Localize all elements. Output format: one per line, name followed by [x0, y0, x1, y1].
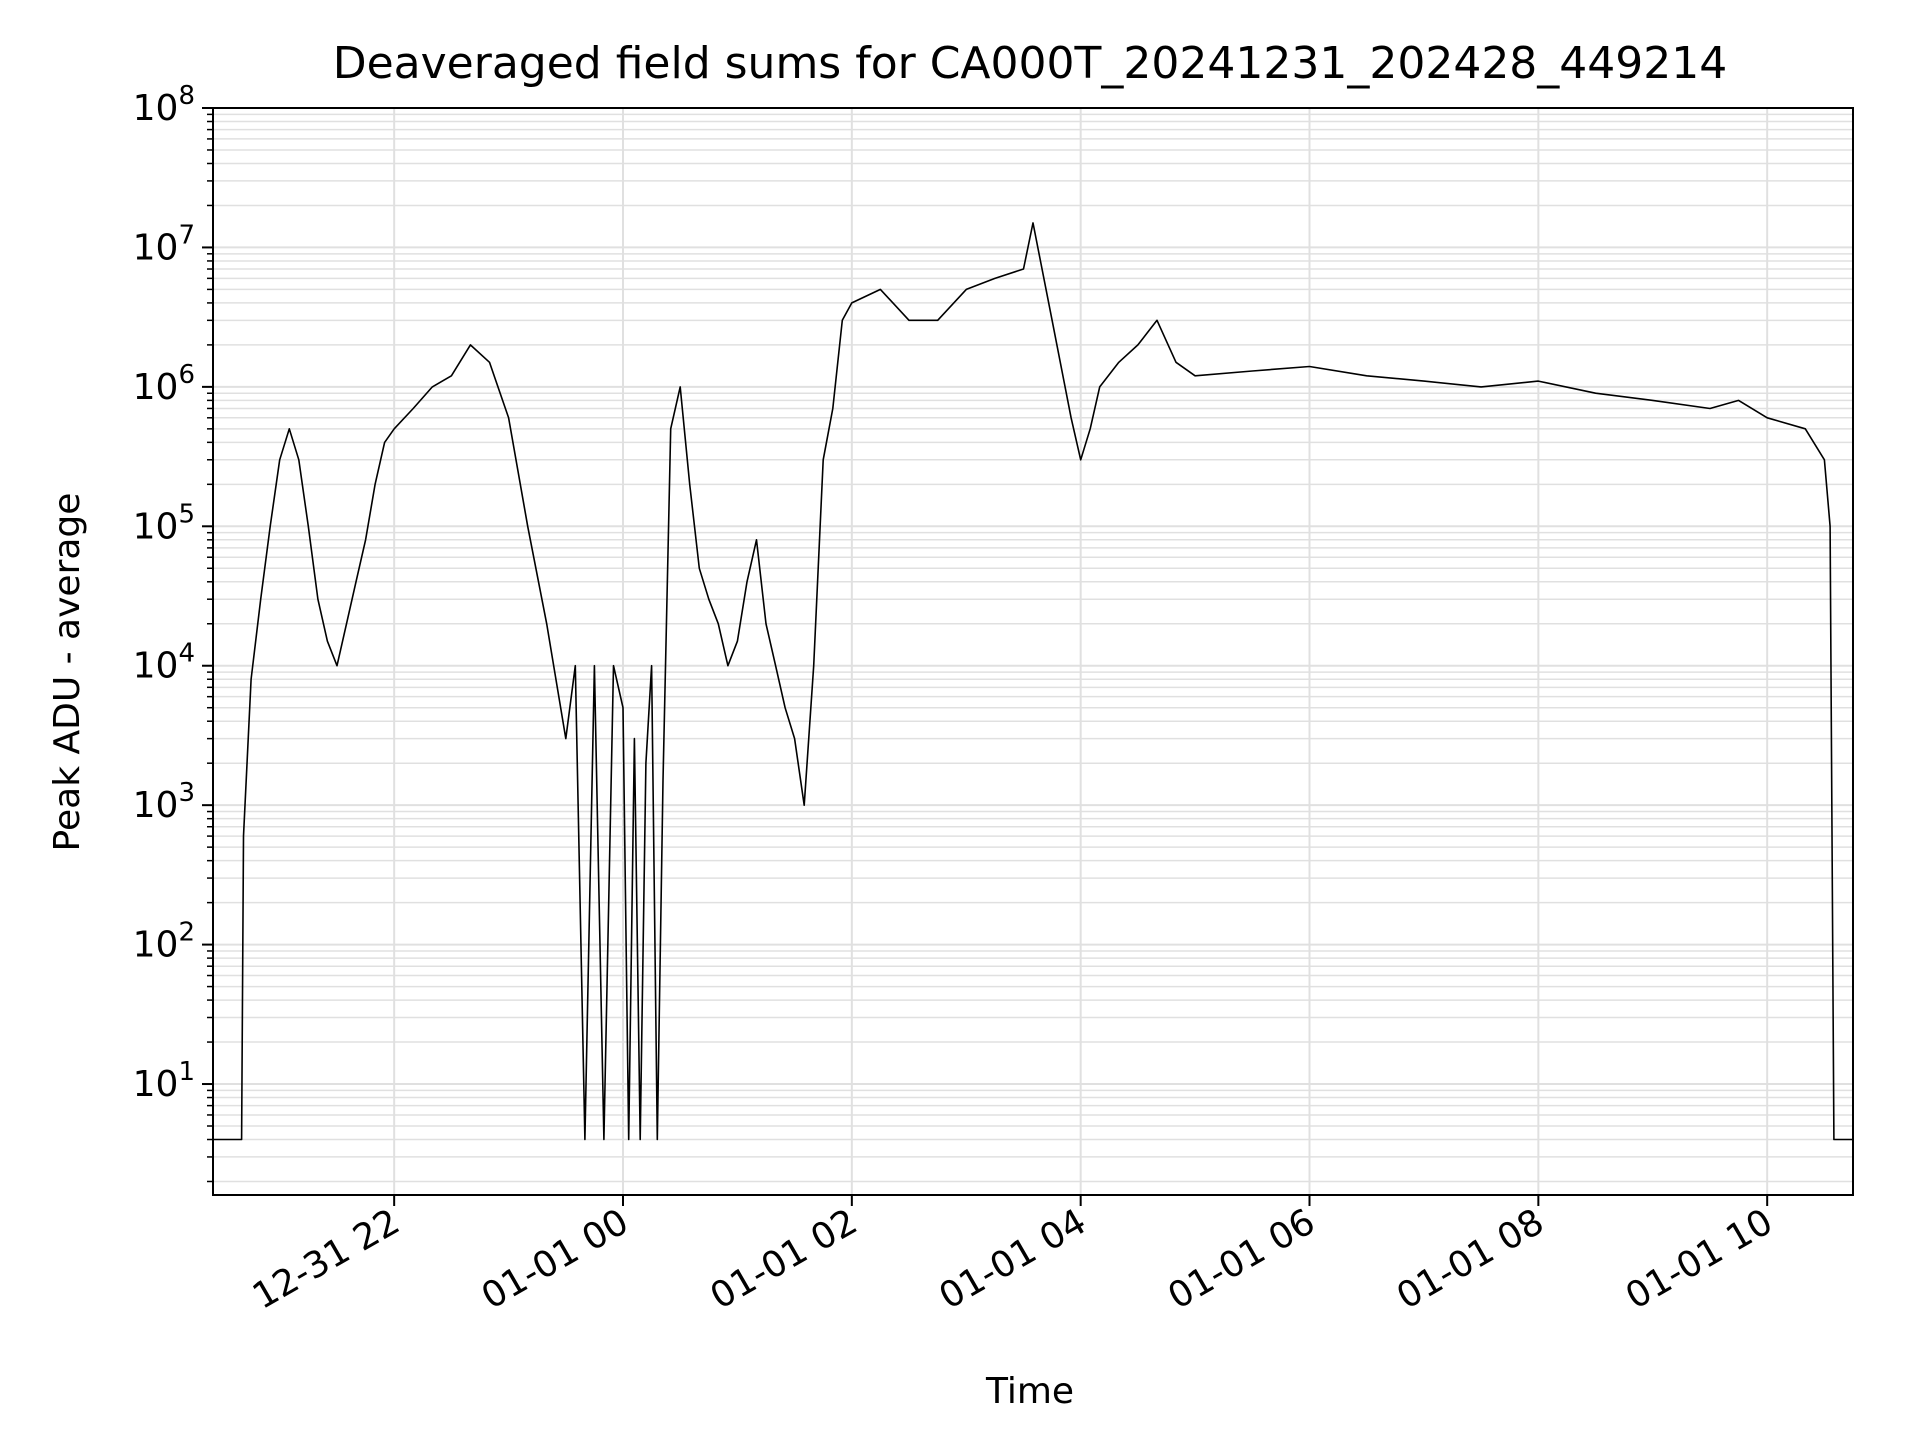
- chart-title: Deaveraged field sums for CA000T_2024123…: [333, 38, 1728, 89]
- series-group: [213, 222, 1853, 1141]
- y-tick-label: 105: [133, 499, 195, 547]
- grid: [213, 107, 1853, 1195]
- y-axis: 101 102 103 104 105 106 107 108: [133, 81, 213, 1183]
- y-tick-label: 107: [133, 220, 195, 268]
- plot-frame: [212, 107, 1854, 1196]
- y-tick-label: 103: [133, 778, 195, 826]
- y-tick-label: 104: [133, 639, 195, 687]
- y-tick-label: 101: [133, 1057, 195, 1105]
- y-tick-label: 106: [133, 360, 195, 408]
- y-tick-label: 108: [133, 81, 195, 129]
- y-tick-label: 102: [133, 918, 195, 966]
- y-axis-label: Peak ADU - average: [47, 493, 88, 852]
- x-axis-label: Time: [985, 1371, 1074, 1412]
- series-line: [213, 222, 1853, 1141]
